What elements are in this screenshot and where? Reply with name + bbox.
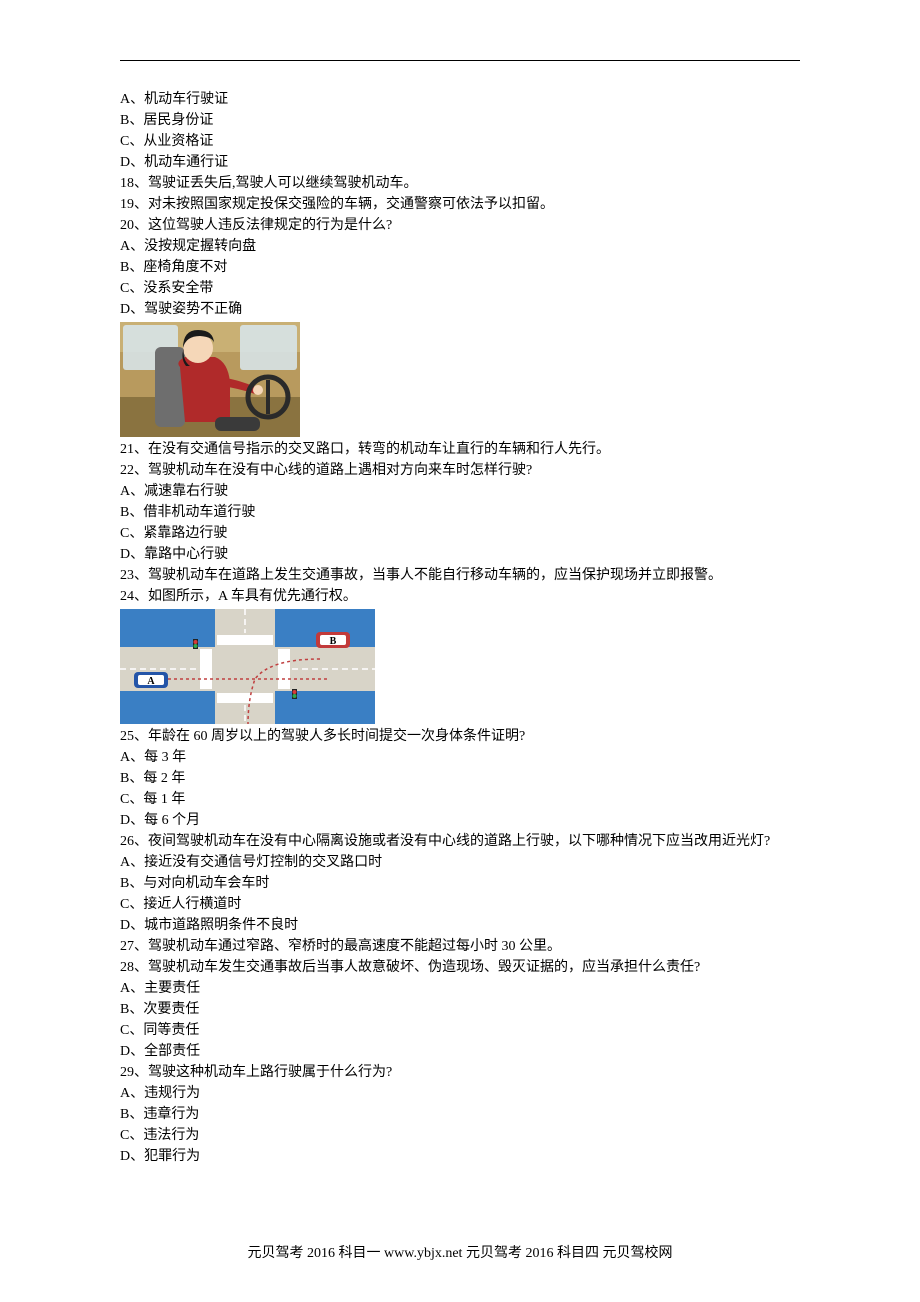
text-line: C、违法行为 [120,1125,800,1146]
text-line: B、居民身份证 [120,110,800,131]
text-line: B、座椅角度不对 [120,257,800,278]
text-line: B、违章行为 [120,1104,800,1125]
text-line: D、靠路中心行驶 [120,544,800,565]
page-footer: 元贝驾考 2016 科目一 www.ybjx.net 元贝驾考 2016 科目四… [0,1243,920,1264]
text-line: 25、年龄在 60 周岁以上的驾驶人多长时间提交一次身体条件证明? [120,726,800,747]
text-line: 26、夜间驾驶机动车在没有中心隔离设施或者没有中心线的道路上行驶，以下哪种情况下… [120,831,800,852]
text-line: B、次要责任 [120,999,800,1020]
svg-text:A: A [147,676,155,687]
text-line: 21、在没有交通信号指示的交叉路口，转弯的机动车让直行的车辆和行人先行。 [120,439,800,460]
text-line: D、犯罪行为 [120,1146,800,1167]
text-line: 27、驾驶机动车通过窄路、窄桥时的最高速度不能超过每小时 30 公里。 [120,936,800,957]
text-line: 24、如图所示，A 车具有优先通行权。 [120,586,800,607]
text-line: D、机动车通行证 [120,152,800,173]
text-line: A、每 3 年 [120,747,800,768]
text-line: 19、对未按照国家规定投保交强险的车辆，交通警察可依法予以扣留。 [120,194,800,215]
content-block: A、机动车行驶证 B、居民身份证 C、从业资格证 D、机动车通行证 18、驾驶证… [120,89,800,1167]
text-line: 28、驾驶机动车发生交通事故后当事人故意破坏、伪造现场、毁灭证据的，应当承担什么… [120,957,800,978]
driver-illustration [120,322,800,437]
text-line: D、驾驶姿势不正确 [120,299,800,320]
text-line: C、每 1 年 [120,789,800,810]
text-line: A、机动车行驶证 [120,89,800,110]
text-line: 29、驾驶这种机动车上路行驶属于什么行为? [120,1062,800,1083]
text-line: A、违规行为 [120,1083,800,1104]
text-line: D、城市道路照明条件不良时 [120,915,800,936]
text-line: C、接近人行横道时 [120,894,800,915]
top-rule [120,60,800,61]
text-line: 22、驾驶机动车在没有中心线的道路上遇相对方向来车时怎样行驶? [120,460,800,481]
text-line: B、与对向机动车会车时 [120,873,800,894]
driver-svg [120,322,300,437]
text-line: B、借非机动车道行驶 [120,502,800,523]
svg-text:B: B [330,636,337,647]
text-line: 20、这位驾驶人违反法律规定的行为是什么? [120,215,800,236]
text-line: 23、驾驶机动车在道路上发生交通事故，当事人不能自行移动车辆的，应当保护现场并立… [120,565,800,586]
text-line: A、主要责任 [120,978,800,999]
text-line: D、全部责任 [120,1041,800,1062]
intersection-illustration: A B [120,609,800,724]
text-line: 18、驾驶证丢失后,驾驶人可以继续驾驶机动车。 [120,173,800,194]
text-line: C、紧靠路边行驶 [120,523,800,544]
text-line: B、每 2 年 [120,768,800,789]
page: A、机动车行驶证 B、居民身份证 C、从业资格证 D、机动车通行证 18、驾驶证… [0,0,920,1302]
text-line: C、同等责任 [120,1020,800,1041]
text-line: A、接近没有交通信号灯控制的交叉路口时 [120,852,800,873]
text-line: C、没系安全带 [120,278,800,299]
intersection-svg: A B [120,609,375,724]
text-line: C、从业资格证 [120,131,800,152]
text-line: A、减速靠右行驶 [120,481,800,502]
text-line: A、没按规定握转向盘 [120,236,800,257]
text-line: D、每 6 个月 [120,810,800,831]
